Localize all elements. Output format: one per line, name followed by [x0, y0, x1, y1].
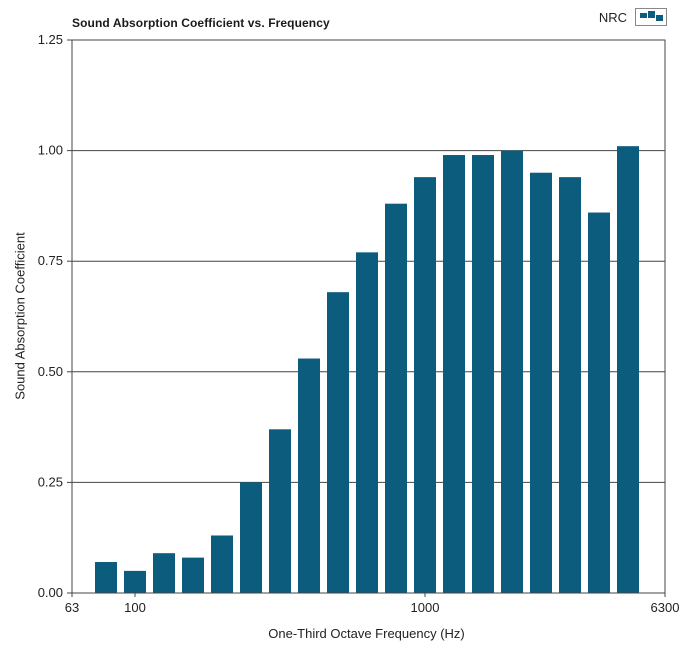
bar [298, 358, 320, 593]
legend: NRC [599, 6, 667, 28]
legend-swatch-icon [635, 8, 667, 26]
x-tick-label: 6300 [651, 600, 680, 615]
chart-title: Sound Absorption Coefficient vs. Frequen… [72, 16, 330, 30]
y-tick-label: 0.00 [38, 585, 63, 600]
bar [588, 212, 610, 593]
bar [559, 177, 581, 594]
x-tick-label: 100 [124, 600, 146, 615]
y-axis-label: Sound Absorption Coefficient [12, 232, 28, 400]
bar [269, 429, 291, 593]
bar [617, 146, 639, 593]
x-axis-label: One-Third Octave Frequency (Hz) [268, 626, 465, 641]
bar [356, 252, 378, 594]
legend-label: NRC [598, 9, 627, 25]
bar [530, 172, 552, 593]
bar [182, 557, 204, 593]
bar [211, 535, 233, 593]
y-tick-label: 1.25 [38, 32, 63, 47]
bar [472, 155, 494, 594]
bar [240, 482, 262, 593]
x-tick-label: 63 [65, 600, 79, 615]
bar [95, 562, 117, 593]
bar [414, 177, 436, 594]
y-tick-label: 0.25 [38, 474, 63, 489]
bar [153, 553, 175, 593]
bar [327, 292, 349, 593]
bar [124, 570, 146, 593]
y-tick-label: 1.00 [38, 143, 63, 158]
bar [501, 150, 523, 593]
x-tick-label: 1000 [411, 600, 440, 615]
bar [443, 155, 465, 594]
y-tick-label: 0.50 [38, 364, 63, 379]
bar [385, 203, 407, 594]
y-tick-label: 0.75 [38, 253, 63, 268]
